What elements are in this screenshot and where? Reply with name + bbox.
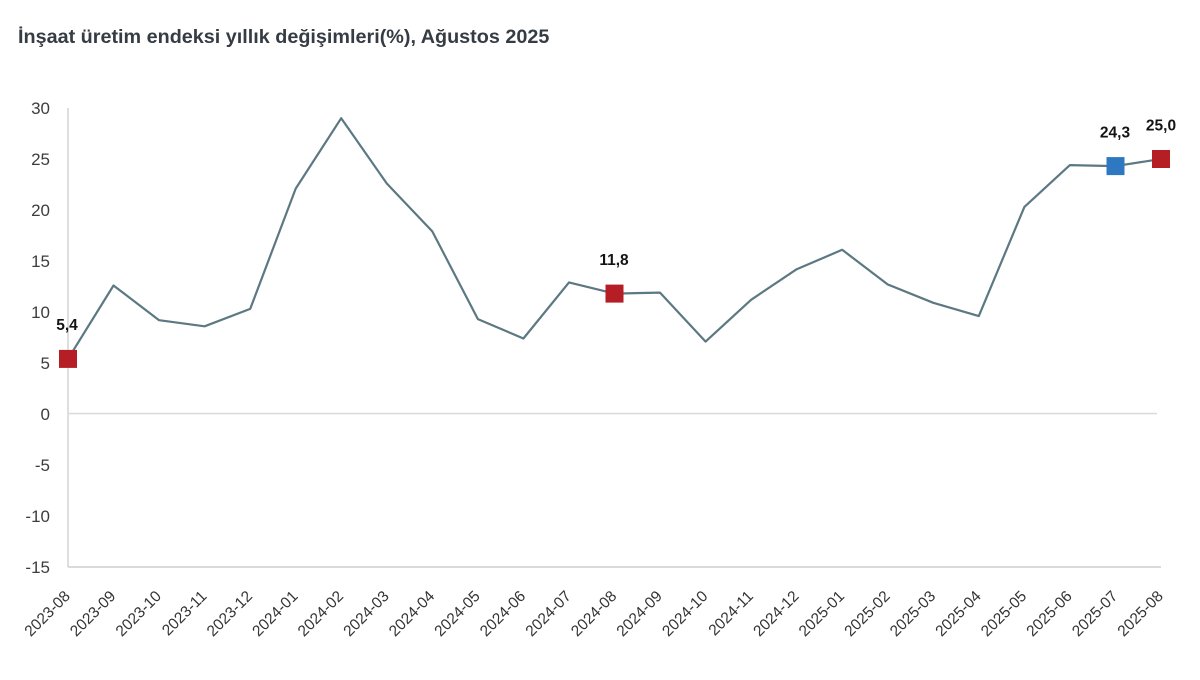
- svg-text:0: 0: [41, 405, 50, 424]
- svg-text:20: 20: [31, 201, 50, 220]
- svg-text:İnşaat üretim endeksi yıllık d: İnşaat üretim endeksi yıllık değişimleri…: [18, 25, 549, 48]
- svg-text:-10: -10: [25, 507, 50, 526]
- svg-text:25,0: 25,0: [1146, 118, 1176, 135]
- svg-text:15: 15: [31, 252, 50, 271]
- svg-text:5,4: 5,4: [56, 317, 78, 334]
- svg-text:30: 30: [31, 99, 50, 118]
- svg-text:11,8: 11,8: [599, 252, 629, 269]
- svg-text:5: 5: [41, 354, 50, 373]
- svg-text:10: 10: [31, 303, 50, 322]
- svg-text:25: 25: [31, 150, 50, 169]
- svg-text:24,3: 24,3: [1100, 125, 1131, 142]
- svg-text:-15: -15: [25, 558, 50, 577]
- svg-text:-5: -5: [35, 456, 50, 475]
